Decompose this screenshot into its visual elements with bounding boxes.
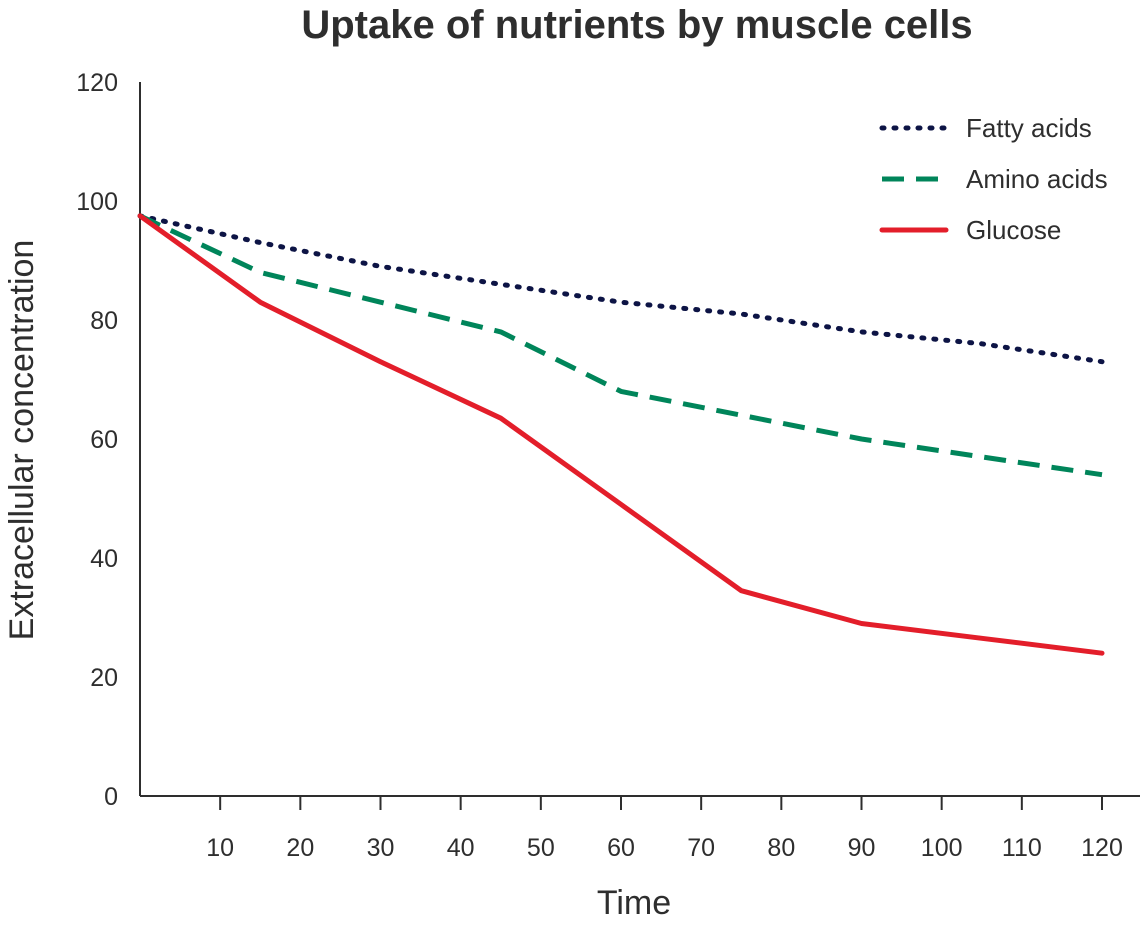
y-tick-label: 20 <box>90 664 118 692</box>
legend-label-glucose: Glucose <box>966 215 1061 245</box>
x-tick-label: 90 <box>848 834 876 862</box>
x-tick-label: 30 <box>367 834 395 862</box>
axes <box>139 82 1140 797</box>
y-tick-label: 80 <box>90 307 118 335</box>
x-tick-label: 50 <box>527 834 555 862</box>
y-tick-label: 100 <box>76 188 118 216</box>
legend-label-amino-acids: Amino acids <box>966 164 1108 194</box>
x-tick-label: 60 <box>607 834 635 862</box>
legend: Fatty acids Amino acids Glucose <box>879 113 1108 245</box>
x-tick-label: 40 <box>447 834 475 862</box>
x-tick-label: 10 <box>206 834 234 862</box>
y-tick-label: 40 <box>90 545 118 573</box>
y-tick-label: 120 <box>76 69 118 97</box>
x-tick-label: 120 <box>1081 834 1123 862</box>
y-axis-label: Extracellular concentration <box>3 240 41 641</box>
y-tick-label: 60 <box>90 426 118 454</box>
x-tick-labels: 10 20 30 40 50 60 70 80 90 100 110 120 <box>206 796 1123 862</box>
x-tick-label: 100 <box>921 834 963 862</box>
y-tick-labels: 0 20 40 60 80 100 120 <box>76 69 118 811</box>
chart-title: Uptake of nutrients by muscle cells <box>301 3 972 47</box>
legend-label-fatty-acids: Fatty acids <box>966 113 1092 143</box>
series-line-fatty-acids <box>137 213 1105 365</box>
x-tick-label: 80 <box>767 834 795 862</box>
x-tick-label: 20 <box>286 834 314 862</box>
x-tick-label: 70 <box>687 834 715 862</box>
x-tick-label: 110 <box>1002 834 1042 862</box>
series-lines <box>137 213 1105 656</box>
series-line-amino-acids <box>138 213 1103 478</box>
x-axis-label: Time <box>597 884 671 922</box>
y-tick-label: 0 <box>104 783 118 811</box>
series-line-glucose <box>137 213 1105 656</box>
